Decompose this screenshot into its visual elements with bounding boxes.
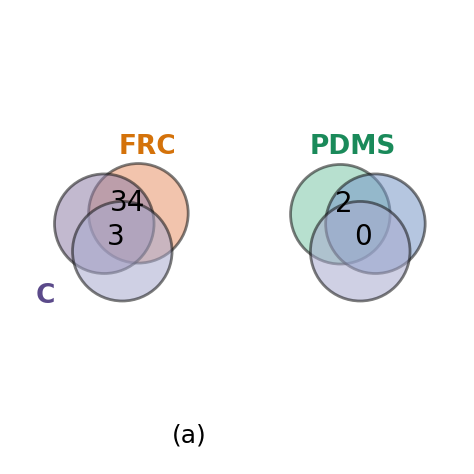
Circle shape	[310, 201, 410, 301]
Text: 3: 3	[107, 223, 125, 251]
Circle shape	[55, 174, 154, 273]
Circle shape	[89, 164, 188, 263]
Text: (a): (a)	[172, 424, 207, 448]
Circle shape	[73, 201, 172, 301]
Text: 0: 0	[354, 223, 372, 251]
Circle shape	[326, 174, 425, 273]
Circle shape	[291, 164, 390, 264]
Text: FRC: FRC	[118, 134, 176, 160]
Text: C: C	[36, 283, 55, 309]
Text: 34: 34	[110, 189, 146, 217]
Text: 2: 2	[335, 190, 353, 218]
Text: PDMS: PDMS	[310, 134, 396, 160]
